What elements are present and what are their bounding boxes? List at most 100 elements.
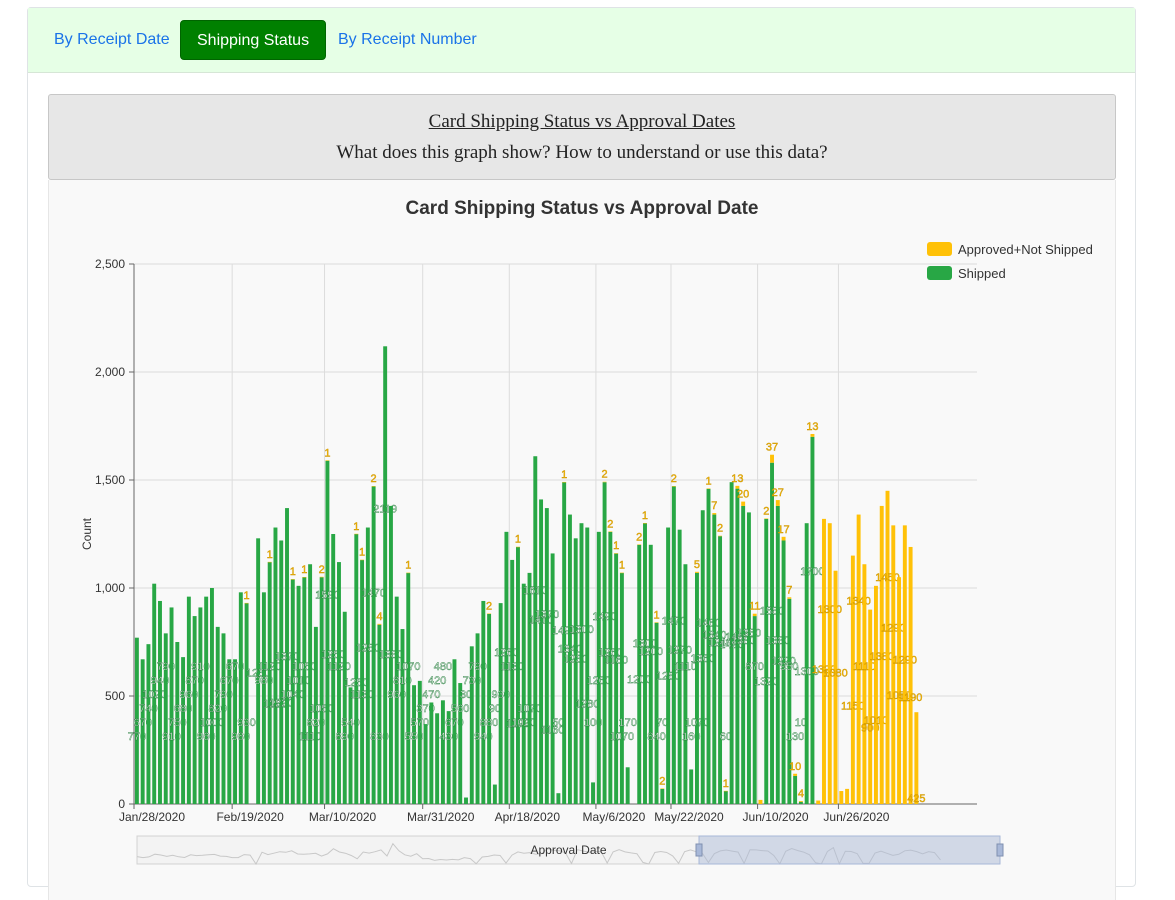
bar-not-shipped[interactable] — [718, 535, 723, 537]
bar-shipped[interactable] — [764, 518, 769, 804]
bar-not-shipped[interactable] — [741, 501, 746, 506]
bar-not-shipped[interactable] — [302, 576, 307, 578]
tab-shipping-status[interactable]: Shipping Status — [180, 20, 327, 60]
bar-shipped[interactable] — [579, 523, 584, 804]
info-question[interactable]: What does this graph show? How to unders… — [336, 142, 828, 163]
bar-shipped[interactable] — [354, 534, 359, 804]
bar-not-shipped[interactable] — [891, 525, 896, 804]
bar-shipped[interactable] — [365, 527, 370, 804]
bar-shipped[interactable] — [296, 585, 301, 804]
bar-shipped[interactable] — [469, 646, 474, 804]
bar-not-shipped[interactable] — [354, 533, 359, 535]
zoom-slider-handle-right[interactable] — [996, 843, 1004, 857]
bar-shipped[interactable] — [348, 687, 353, 804]
bar-shipped[interactable] — [412, 685, 417, 804]
bar-not-shipped[interactable] — [770, 454, 774, 463]
bar-shipped[interactable] — [567, 514, 572, 804]
bar-shipped[interactable] — [221, 633, 226, 804]
bar-shipped[interactable] — [810, 436, 815, 804]
bar-shipped[interactable] — [671, 486, 676, 804]
bar-not-shipped[interactable] — [694, 571, 699, 573]
bar-not-shipped[interactable] — [781, 536, 786, 541]
bar-not-shipped[interactable] — [723, 790, 728, 792]
bar-shipped[interactable] — [648, 544, 653, 804]
bar-shipped[interactable] — [279, 540, 284, 804]
bar-shipped[interactable] — [440, 700, 445, 804]
bar-shipped[interactable] — [550, 553, 555, 804]
bar-shipped[interactable] — [423, 724, 428, 804]
bar-shipped[interactable] — [464, 797, 468, 804]
bar-not-shipped[interactable] — [908, 546, 913, 804]
bar-shipped[interactable] — [562, 482, 567, 804]
bar-shipped[interactable] — [781, 540, 786, 804]
bar-not-shipped[interactable] — [619, 572, 624, 574]
bar-not-shipped[interactable] — [267, 561, 272, 563]
bar-shipped[interactable] — [666, 527, 671, 804]
bar-not-shipped[interactable] — [897, 577, 902, 804]
bar-not-shipped[interactable] — [850, 555, 855, 804]
bar-not-shipped[interactable] — [798, 800, 803, 802]
bar-not-shipped[interactable] — [244, 602, 249, 604]
bar-shipped[interactable] — [458, 683, 463, 804]
bar-shipped[interactable] — [158, 600, 162, 804]
tab-by-receipt-number[interactable]: By Receipt Number — [338, 31, 477, 48]
bar-shipped[interactable] — [770, 462, 774, 804]
bar-not-shipped[interactable] — [845, 788, 850, 804]
bar-not-shipped[interactable] — [827, 523, 832, 804]
bar-shipped[interactable] — [238, 592, 243, 804]
bar-shipped[interactable] — [660, 788, 665, 804]
bar-not-shipped[interactable] — [868, 609, 873, 804]
bar-shipped[interactable] — [198, 607, 203, 804]
bar-shipped[interactable] — [498, 603, 503, 804]
bar-shipped[interactable] — [556, 793, 561, 804]
bar-shipped[interactable] — [302, 577, 307, 804]
tab-by-receipt-date[interactable]: By Receipt Date — [54, 31, 170, 48]
bar-not-shipped[interactable] — [856, 514, 861, 804]
bar-shipped[interactable] — [539, 499, 544, 804]
bar-shipped[interactable] — [712, 514, 717, 804]
bar-shipped[interactable] — [186, 596, 191, 804]
bar-shipped[interactable] — [452, 659, 457, 804]
bar-shipped[interactable] — [741, 505, 746, 804]
bar-not-shipped[interactable] — [562, 481, 567, 483]
bar-shipped[interactable] — [596, 531, 601, 804]
bar-not-shipped[interactable] — [787, 597, 792, 599]
bar-shipped[interactable] — [510, 559, 515, 804]
bar-shipped[interactable] — [637, 544, 642, 804]
bar-shipped[interactable] — [377, 624, 382, 804]
bar-shipped[interactable] — [209, 588, 214, 804]
bar-shipped[interactable] — [152, 583, 157, 804]
bar-shipped[interactable] — [504, 531, 509, 804]
bar-shipped[interactable] — [608, 531, 613, 804]
bar-not-shipped[interactable] — [810, 433, 815, 437]
bar-shipped[interactable] — [406, 572, 411, 804]
bar-not-shipped[interactable] — [319, 576, 324, 578]
bar-not-shipped[interactable] — [637, 544, 642, 545]
bar-not-shipped[interactable] — [752, 613, 757, 617]
bar-shipped[interactable] — [163, 633, 168, 804]
bar-shipped[interactable] — [319, 577, 324, 804]
bar-not-shipped[interactable] — [914, 712, 919, 804]
bar-not-shipped[interactable] — [516, 546, 520, 548]
bar-shipped[interactable] — [683, 564, 688, 804]
legend-swatch[interactable] — [927, 242, 952, 256]
bar-shipped[interactable] — [244, 603, 249, 804]
bar-shipped[interactable] — [533, 456, 538, 804]
bar-shipped[interactable] — [735, 488, 740, 804]
bar-shipped[interactable] — [487, 613, 492, 804]
info-title-link[interactable]: Card Shipping Status vs Approval Dates — [428, 111, 736, 132]
bar-not-shipped[interactable] — [816, 800, 821, 804]
bar-shipped[interactable] — [383, 346, 388, 804]
bar-shipped[interactable] — [256, 538, 261, 804]
bar-not-shipped[interactable] — [325, 460, 330, 461]
bar-shipped[interactable] — [308, 564, 313, 804]
bar-shipped[interactable] — [798, 801, 803, 804]
legend-swatch[interactable] — [927, 266, 952, 280]
bar-not-shipped[interactable] — [873, 585, 878, 804]
bar-shipped[interactable] — [521, 583, 526, 804]
bar-shipped[interactable] — [146, 644, 151, 804]
bar-shipped[interactable] — [140, 659, 145, 804]
bar-not-shipped[interactable] — [290, 579, 295, 580]
bar-not-shipped[interactable] — [643, 522, 647, 524]
bar-shipped[interactable] — [787, 598, 792, 804]
